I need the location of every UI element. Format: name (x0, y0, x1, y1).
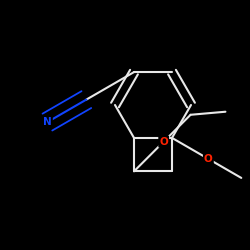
Text: O: O (159, 137, 168, 147)
Text: O: O (204, 154, 213, 164)
Text: N: N (43, 117, 52, 127)
